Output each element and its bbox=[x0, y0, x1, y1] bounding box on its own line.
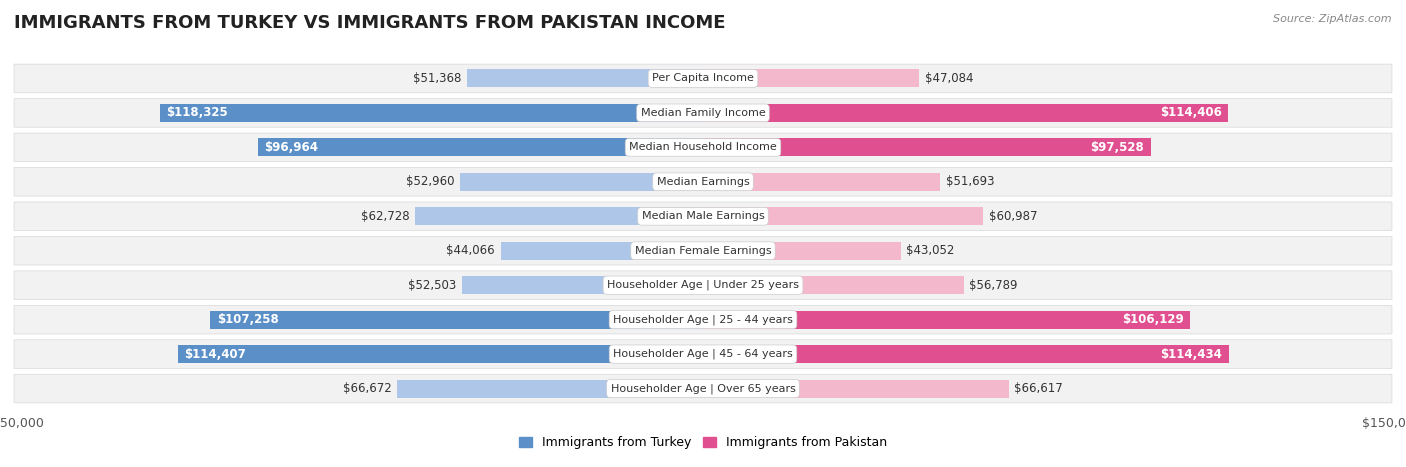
Bar bbox=[703, 345, 1229, 363]
Text: $51,368: $51,368 bbox=[413, 72, 461, 85]
Bar bbox=[159, 104, 703, 122]
Bar bbox=[467, 70, 703, 87]
Bar bbox=[703, 311, 1191, 329]
Text: $51,693: $51,693 bbox=[946, 175, 994, 188]
Text: Median Household Income: Median Household Income bbox=[628, 142, 778, 152]
Text: Per Capita Income: Per Capita Income bbox=[652, 73, 754, 84]
Text: Median Female Earnings: Median Female Earnings bbox=[634, 246, 772, 256]
Text: $66,617: $66,617 bbox=[1015, 382, 1063, 395]
Text: $56,789: $56,789 bbox=[969, 279, 1018, 292]
Text: $44,066: $44,066 bbox=[447, 244, 495, 257]
Text: $52,503: $52,503 bbox=[408, 279, 457, 292]
Bar bbox=[461, 276, 703, 294]
Text: $43,052: $43,052 bbox=[907, 244, 955, 257]
Bar bbox=[703, 70, 920, 87]
Bar bbox=[703, 173, 941, 191]
Text: Householder Age | 45 - 64 years: Householder Age | 45 - 64 years bbox=[613, 349, 793, 359]
Text: Source: ZipAtlas.com: Source: ZipAtlas.com bbox=[1274, 14, 1392, 24]
Bar bbox=[396, 380, 703, 397]
Text: $47,084: $47,084 bbox=[925, 72, 973, 85]
Text: Householder Age | Under 25 years: Householder Age | Under 25 years bbox=[607, 280, 799, 290]
Bar bbox=[703, 242, 901, 260]
Bar bbox=[501, 242, 703, 260]
FancyBboxPatch shape bbox=[14, 236, 1392, 265]
Text: $97,528: $97,528 bbox=[1090, 141, 1144, 154]
Text: IMMIGRANTS FROM TURKEY VS IMMIGRANTS FROM PAKISTAN INCOME: IMMIGRANTS FROM TURKEY VS IMMIGRANTS FRO… bbox=[14, 14, 725, 32]
Bar bbox=[703, 207, 983, 225]
Bar bbox=[257, 138, 703, 156]
Bar bbox=[703, 138, 1152, 156]
FancyBboxPatch shape bbox=[14, 99, 1392, 127]
FancyBboxPatch shape bbox=[14, 305, 1392, 334]
FancyBboxPatch shape bbox=[14, 374, 1392, 403]
FancyBboxPatch shape bbox=[14, 168, 1392, 196]
Bar bbox=[703, 104, 1229, 122]
FancyBboxPatch shape bbox=[14, 64, 1392, 93]
Text: $114,434: $114,434 bbox=[1160, 347, 1222, 361]
Text: $66,672: $66,672 bbox=[343, 382, 391, 395]
Text: Householder Age | 25 - 44 years: Householder Age | 25 - 44 years bbox=[613, 314, 793, 325]
Text: $106,129: $106,129 bbox=[1122, 313, 1184, 326]
FancyBboxPatch shape bbox=[14, 271, 1392, 299]
Text: $60,987: $60,987 bbox=[988, 210, 1038, 223]
Text: Householder Age | Over 65 years: Householder Age | Over 65 years bbox=[610, 383, 796, 394]
Text: $114,407: $114,407 bbox=[184, 347, 246, 361]
FancyBboxPatch shape bbox=[14, 202, 1392, 231]
Text: $96,964: $96,964 bbox=[264, 141, 319, 154]
Bar bbox=[703, 276, 965, 294]
Text: Median Earnings: Median Earnings bbox=[657, 177, 749, 187]
Bar bbox=[211, 311, 703, 329]
Text: $62,728: $62,728 bbox=[361, 210, 409, 223]
Text: Median Family Income: Median Family Income bbox=[641, 108, 765, 118]
Legend: Immigrants from Turkey, Immigrants from Pakistan: Immigrants from Turkey, Immigrants from … bbox=[515, 432, 891, 454]
FancyBboxPatch shape bbox=[14, 133, 1392, 162]
Bar bbox=[460, 173, 703, 191]
Bar bbox=[415, 207, 703, 225]
FancyBboxPatch shape bbox=[14, 340, 1392, 368]
Text: $114,406: $114,406 bbox=[1160, 106, 1222, 120]
Text: Median Male Earnings: Median Male Earnings bbox=[641, 211, 765, 221]
Text: $118,325: $118,325 bbox=[166, 106, 228, 120]
Bar bbox=[177, 345, 703, 363]
Text: $52,960: $52,960 bbox=[406, 175, 454, 188]
Bar bbox=[703, 380, 1010, 397]
Text: $107,258: $107,258 bbox=[218, 313, 278, 326]
